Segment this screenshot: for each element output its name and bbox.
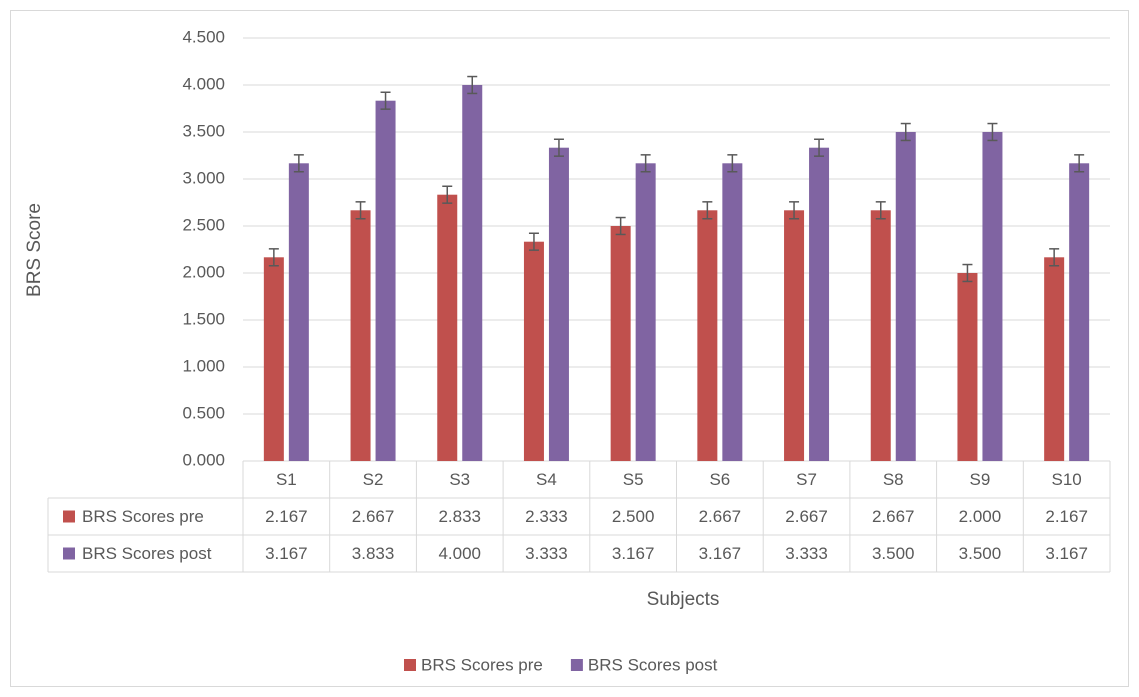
error-bar [1074, 154, 1085, 173]
legend-key [404, 659, 416, 671]
y-tick-label: 0.000 [182, 450, 225, 469]
bar [784, 210, 805, 461]
x-tick-label: S10 [1052, 470, 1082, 489]
error-bar [962, 263, 973, 283]
table-value: 3.500 [872, 544, 915, 563]
bar [263, 257, 284, 461]
table-value: 3.167 [612, 544, 655, 563]
bar [957, 273, 978, 461]
error-bar [615, 216, 626, 236]
table-value: 2.667 [699, 507, 742, 526]
bar [375, 100, 396, 461]
y-tick-label: 4.000 [182, 74, 225, 93]
y-tick-label: 0.500 [182, 403, 225, 422]
x-axis-title: Subjects [647, 589, 720, 610]
error-bar [789, 201, 800, 220]
y-tick-label: 3.000 [182, 168, 225, 187]
bar [697, 210, 718, 461]
y-axis-title: BRS Score [24, 203, 45, 297]
table-value: 2.667 [872, 507, 915, 526]
bar [523, 241, 544, 461]
table-value: 2.833 [438, 507, 481, 526]
table-value: 2.167 [265, 507, 308, 526]
error-bar [875, 201, 886, 220]
error-bar [640, 154, 651, 173]
chart-border [10, 10, 1129, 687]
error-bar [814, 138, 825, 157]
error-bar [1049, 248, 1060, 267]
bar [870, 210, 891, 461]
error-bar [380, 91, 391, 110]
bar [548, 147, 569, 461]
error-bar [293, 154, 304, 173]
table-value: 4.000 [438, 544, 481, 563]
y-tick-label: 2.000 [182, 262, 225, 281]
bar [982, 132, 1003, 461]
table-value: 2.167 [1045, 507, 1088, 526]
bar [610, 226, 631, 461]
legend-label: BRS Scores post [588, 655, 718, 674]
table-value: 3.333 [525, 544, 568, 563]
error-bar [553, 138, 564, 157]
table-legend-key [63, 547, 75, 560]
y-tick-label: 1.000 [182, 356, 225, 375]
x-tick-label: S8 [883, 470, 904, 489]
table-value: 3.500 [959, 544, 1002, 563]
table-series-name: BRS Scores pre [82, 507, 204, 526]
y-tick-label: 3.500 [182, 121, 225, 140]
y-tick-label: 4.500 [182, 27, 225, 46]
error-bar [702, 201, 713, 220]
legend-key [570, 659, 583, 671]
bar [895, 132, 916, 461]
table-value: 2.333 [525, 507, 568, 526]
y-tick-label: 1.500 [182, 309, 225, 328]
bar [809, 147, 830, 461]
x-tick-label: S3 [449, 470, 470, 489]
x-tick-label: S5 [623, 470, 644, 489]
bar [1044, 257, 1065, 461]
table-value: 3.333 [785, 544, 828, 563]
error-bar [442, 185, 453, 204]
x-tick-label: S1 [276, 470, 297, 489]
error-bar [467, 75, 478, 95]
error-bar [727, 154, 738, 173]
x-tick-label: S4 [536, 470, 557, 489]
error-bar [900, 122, 911, 142]
table-value: 2.667 [352, 507, 395, 526]
y-tick-label: 2.500 [182, 215, 225, 234]
x-tick-label: S6 [709, 470, 730, 489]
table-value: 2.000 [959, 507, 1002, 526]
x-tick-label: S7 [796, 470, 817, 489]
error-bar [528, 232, 539, 251]
table-value: 2.500 [612, 507, 655, 526]
error-bar [355, 201, 366, 220]
error-bar [268, 248, 279, 267]
table-value: 3.167 [265, 544, 308, 563]
bar [635, 163, 656, 461]
x-tick-label: S2 [363, 470, 384, 489]
error-bar [987, 122, 998, 142]
table-series-name: BRS Scores post [82, 544, 212, 563]
bar [437, 194, 458, 461]
table-value: 2.667 [785, 507, 828, 526]
bar [350, 210, 371, 461]
legend-label: BRS Scores pre [421, 655, 543, 674]
bar [288, 163, 309, 461]
bar [1069, 163, 1090, 461]
x-tick-label: S9 [970, 470, 991, 489]
bar [722, 163, 743, 461]
bar [462, 85, 483, 461]
table-value: 3.167 [1045, 544, 1088, 563]
table-legend-key [63, 510, 75, 523]
table-value: 3.167 [699, 544, 742, 563]
table-value: 3.833 [352, 544, 395, 563]
